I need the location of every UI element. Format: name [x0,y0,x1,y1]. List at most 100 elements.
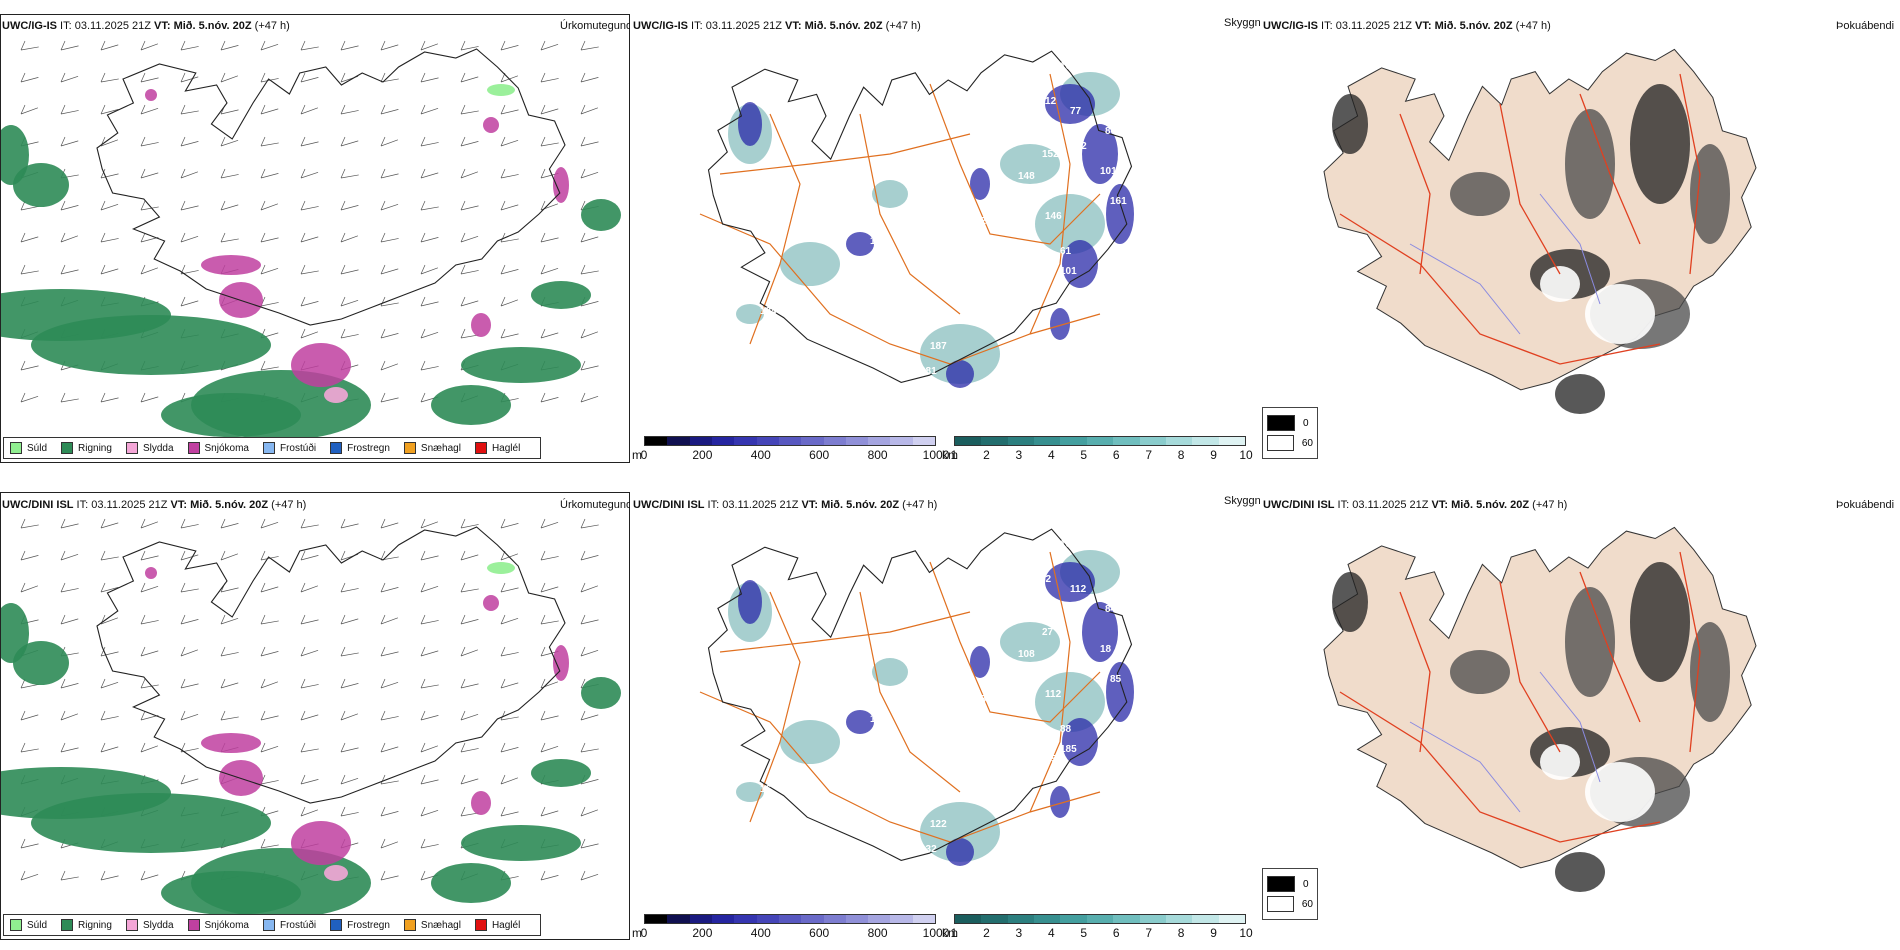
cloud-base-value: 101 [1060,539,1077,550]
snow-area [291,821,351,865]
wind-barb [260,678,279,689]
wind-barb [500,168,519,179]
wind-barb [340,296,359,307]
wind-barb [380,614,399,625]
wind-barb [420,104,439,115]
rain-area [1,125,29,185]
cloud-base-value: 146 [860,744,877,755]
wind-barb [60,264,79,275]
wind-barb [500,328,519,339]
cloud-base-area [946,838,974,866]
cloud-base-area [846,710,874,734]
wind-barb [580,582,599,593]
visibility-area [872,180,908,208]
wind-barb [220,72,239,83]
wind-barb [220,646,239,657]
wind-barb [540,742,559,753]
cloud-base-value: 100 [995,769,1012,780]
visibility-area [920,324,1000,384]
cloud-base-area [1106,662,1134,722]
wind-barb [500,614,519,625]
legend-swatch [403,442,416,454]
wind-barb [140,200,159,211]
legend-swatch [10,442,22,454]
color-bar [644,436,936,446]
cloud-base-area [946,360,974,388]
wind-barb [460,40,479,51]
road-line [1579,571,1641,723]
wind-barb [540,40,559,51]
cloud-base-value: 10 [1060,61,1072,72]
cloud-base-value: 161 [1110,196,1127,207]
cloud-base-value: 101 [1100,166,1117,177]
legend-item: Frostúði [262,919,316,931]
cloud-panel-top: 66 10 112 77 122 128 132 86 152 148 19 231 146 120 61 1… [630,14,1260,463]
wind-barb [20,550,39,561]
wind-barb [380,40,399,51]
wind-barb [180,742,199,753]
cloud-base-area [738,102,762,146]
snow-area [553,167,569,203]
wind-barb [140,136,159,147]
wind-barb [540,104,559,115]
wind-barb [100,870,119,881]
wind-barb [380,360,399,371]
legend-swatch [474,442,487,454]
wind-barb [260,168,279,179]
wind-barb [300,328,319,339]
wind-barb [500,296,519,307]
wind-barb [300,72,319,83]
rain-area [13,163,69,207]
wind-barb [580,328,599,339]
coastline [96,526,566,804]
road-line [719,133,971,175]
wind-barb [60,392,79,403]
wind-barb [20,710,39,721]
cloud-base-value: 281 [920,366,937,377]
river-line [1539,193,1601,305]
wind-barb [300,168,319,179]
wind-barb [420,296,439,307]
visibility-area [872,658,908,686]
wind-barb [380,582,399,593]
cloud-title-top: UWC/IG-IS IT: 03.11.2025 21Z VT: Mið. 5.… [633,20,921,32]
cloud-base-value: 132 [1070,141,1087,152]
road-line [1029,551,1071,813]
fog-area [1690,622,1730,722]
fog-area [1450,172,1510,216]
wind-barb [540,392,559,403]
legend-swatch [10,919,22,931]
wind-barb [20,582,39,593]
snow-area [483,595,499,611]
wind-barb [340,710,359,721]
cloud-base-value: 19 [1005,201,1017,212]
legend-item: Frostúði [262,442,316,454]
wind-barb [100,582,119,593]
wind-barb [180,232,199,243]
wind-barb [540,614,559,625]
legend-swatch [403,919,416,931]
wind-barb [260,710,279,721]
wind-barb [340,646,359,657]
wind-barb [380,774,399,785]
wind-barb [580,232,599,243]
wind-barb [20,360,39,371]
wind-barb [380,136,399,147]
wind-barb [180,40,199,51]
wind-barb [460,72,479,83]
wind-barb [420,264,439,275]
wind-barb [220,614,239,625]
wind-barb [180,296,199,307]
wind-barb [460,678,479,689]
wind-barb [180,614,199,625]
legend-swatch [125,919,138,931]
cloud-base-value: 148 [1018,171,1035,182]
cloud-base-area [1106,184,1134,244]
wind-barb [580,72,599,83]
color-bar [644,914,936,924]
legend-item: Snæhagl [403,919,461,931]
wind-barb [580,614,599,625]
wind-barb [260,200,279,211]
cloud-base-area [970,646,990,678]
rain-area [531,281,591,309]
